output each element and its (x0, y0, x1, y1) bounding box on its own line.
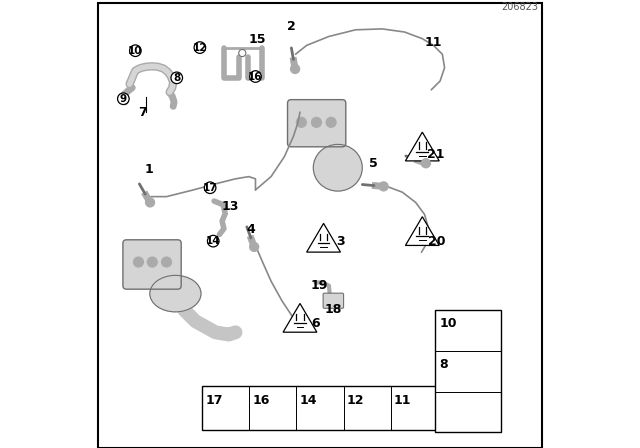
Text: 1: 1 (145, 164, 153, 177)
Text: 2: 2 (287, 20, 296, 33)
Circle shape (250, 71, 261, 82)
Circle shape (291, 65, 300, 73)
Text: 6: 6 (311, 317, 320, 330)
FancyBboxPatch shape (287, 99, 346, 147)
Polygon shape (405, 217, 439, 246)
FancyBboxPatch shape (123, 240, 181, 289)
Circle shape (145, 198, 154, 207)
Text: 7: 7 (138, 106, 147, 119)
Circle shape (239, 49, 246, 56)
Text: 8: 8 (173, 73, 180, 83)
Text: 17: 17 (205, 394, 223, 407)
Polygon shape (307, 224, 340, 252)
Text: 20: 20 (428, 235, 445, 248)
Circle shape (194, 42, 205, 53)
Circle shape (147, 257, 157, 267)
Circle shape (326, 117, 336, 127)
Text: 5: 5 (369, 157, 378, 170)
Text: 3: 3 (336, 235, 344, 248)
Circle shape (379, 182, 388, 191)
Text: 19: 19 (310, 279, 328, 292)
Text: 206823: 206823 (501, 2, 538, 12)
Circle shape (118, 93, 129, 104)
Circle shape (250, 242, 259, 251)
Text: 14: 14 (300, 394, 317, 407)
Text: 8: 8 (439, 358, 448, 371)
Circle shape (207, 235, 219, 247)
Text: 11: 11 (394, 394, 412, 407)
Text: 21: 21 (427, 148, 444, 161)
Text: 17: 17 (203, 183, 218, 193)
Circle shape (421, 159, 430, 168)
Text: 16: 16 (248, 72, 263, 82)
Circle shape (162, 257, 172, 267)
Circle shape (312, 117, 321, 127)
Bar (202, 386, 438, 430)
Text: 9: 9 (120, 94, 127, 104)
FancyBboxPatch shape (323, 293, 344, 308)
Circle shape (204, 182, 216, 194)
Bar (435, 310, 500, 432)
Text: 12: 12 (193, 43, 207, 52)
Polygon shape (283, 303, 317, 332)
Text: 4: 4 (246, 224, 255, 237)
Text: 15: 15 (249, 33, 266, 46)
Circle shape (134, 257, 143, 267)
Ellipse shape (314, 144, 362, 191)
Text: 16: 16 (253, 394, 270, 407)
Text: 13: 13 (221, 200, 239, 213)
Text: 14: 14 (206, 236, 221, 246)
Circle shape (171, 72, 182, 84)
Text: 10: 10 (439, 318, 457, 331)
Text: 11: 11 (425, 36, 442, 49)
Text: 18: 18 (324, 303, 342, 316)
Circle shape (296, 117, 306, 127)
Ellipse shape (150, 276, 201, 312)
Text: 10: 10 (128, 46, 143, 56)
Polygon shape (405, 132, 439, 161)
Text: 12: 12 (347, 394, 364, 407)
Circle shape (129, 45, 141, 56)
